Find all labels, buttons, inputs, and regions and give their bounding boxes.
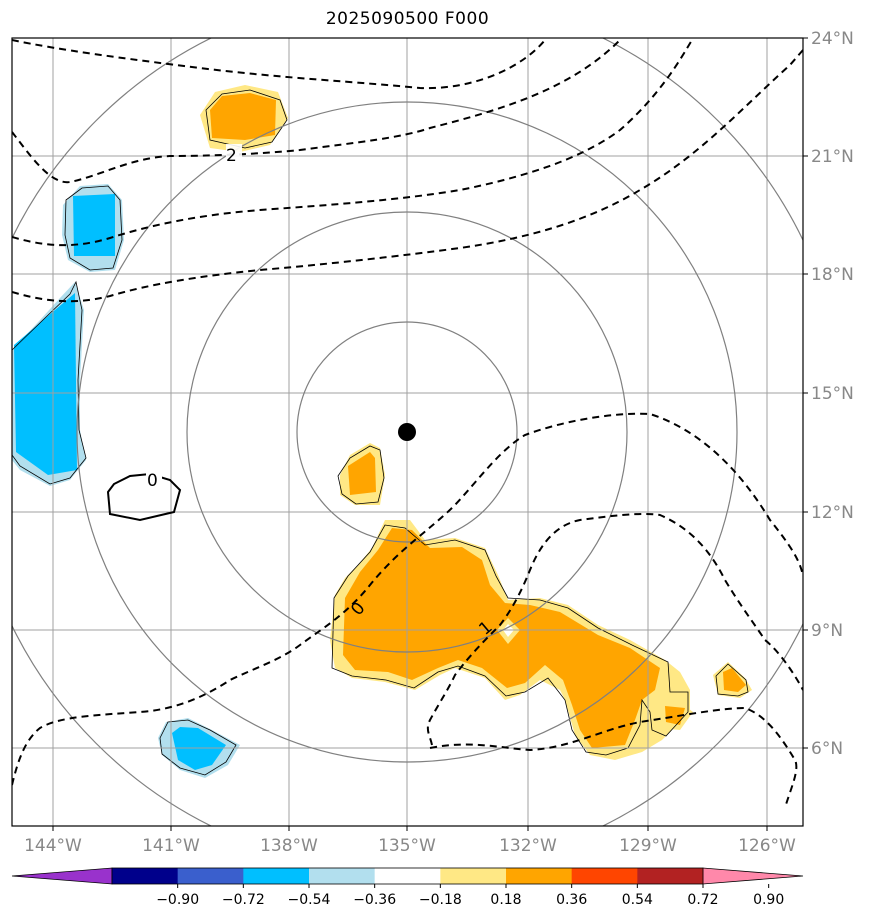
colorbar-tick-label: −0.18	[419, 892, 462, 908]
range-ring-1	[296, 321, 518, 543]
lat-label-24n: 24°N	[811, 29, 854, 49]
colorbar-tick-label: 0.36	[556, 892, 587, 908]
map-plot: 2 0 0 1	[12, 38, 803, 826]
range-rings	[12, 38, 803, 826]
colorbar-segment	[374, 868, 441, 884]
contour-label-0a: 0	[147, 471, 158, 491]
colorbar-segment	[506, 868, 573, 884]
colorbar-segment	[440, 868, 507, 884]
colorbar-tick-label: −0.72	[222, 892, 265, 908]
lon-label-129w: 129°W	[619, 836, 677, 856]
colorbar-extend-high	[702, 867, 804, 885]
gridlines	[12, 38, 803, 826]
lon-label-135w: 135°W	[378, 836, 436, 856]
range-ring-3	[76, 101, 738, 763]
lon-label-126w: 126°W	[738, 836, 796, 856]
colorbar-segment	[177, 868, 244, 884]
lat-label-15n: 15°N	[811, 384, 854, 404]
colorbar: −0.90 −0.72 −0.54 −0.36 −0.18 0.18 0.36 0.54 0.7…	[11, 867, 804, 908]
colorbar-segment	[637, 868, 704, 884]
lon-label-138w: 138°W	[260, 836, 318, 856]
colorbar-tick-label: 0.72	[687, 892, 718, 908]
contour-label-2: 2	[226, 146, 237, 166]
shaded-outlines	[12, 89, 749, 776]
lat-label-12n: 12°N	[811, 503, 854, 523]
colorbar-segment	[112, 868, 179, 884]
latitude-labels: 24°N 21°N 18°N 15°N 12°N 9°N 6°N	[811, 29, 854, 759]
lat-label-9n: 9°N	[811, 621, 843, 641]
storm-center-marker	[398, 423, 416, 441]
range-ring-2	[186, 211, 628, 653]
colorbar-tick-label: −0.36	[353, 892, 396, 908]
colorbar-segment	[309, 868, 376, 884]
map-title: 2025090500 F000	[325, 9, 490, 29]
lat-label-6n: 6°N	[811, 739, 843, 759]
colorbar-frame	[111, 867, 704, 885]
lon-label-141w: 141°W	[142, 836, 200, 856]
colorbar-extend-low	[11, 867, 113, 885]
colorbar-segment	[571, 868, 638, 884]
colorbar-tick-label: 0.18	[490, 892, 521, 908]
colorbar-tick-label: 0.90	[753, 892, 784, 908]
lon-label-144w: 144°W	[24, 836, 82, 856]
lat-label-18n: 18°N	[811, 265, 854, 285]
dashed-contours	[12, 39, 803, 809]
longitude-labels: 144°W 141°W 138°W 135°W 132°W 129°W 126°…	[24, 836, 796, 856]
lat-label-21n: 21°N	[811, 147, 854, 167]
zero-contour-solid	[106, 472, 182, 522]
axis-ticks	[52, 37, 808, 831]
colorbar-tick-label: −0.54	[288, 892, 331, 908]
colorbar-tick-label: −0.90	[156, 892, 199, 908]
shaded-regions	[12, 85, 752, 778]
colorbar-tick-label: 0.54	[622, 892, 653, 908]
colorbar-segment	[243, 868, 310, 884]
lon-label-132w: 132°W	[499, 836, 557, 856]
